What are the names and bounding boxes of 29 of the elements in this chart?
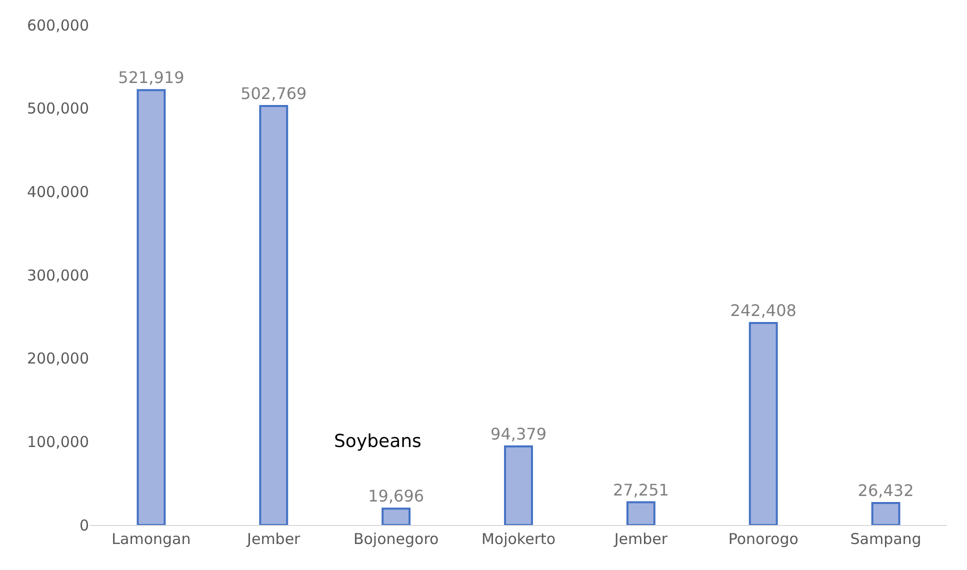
bar: [748, 322, 778, 525]
x-tick-label: Sampang: [850, 530, 922, 548]
y-tick-label: 300,000: [26, 266, 89, 284]
x-tick-label: Lamongan: [112, 530, 191, 548]
data-label: 521,919: [118, 68, 184, 88]
annotation: Soybeans: [334, 431, 422, 452]
y-tick-label: 500,000: [26, 100, 89, 118]
data-label: 502,769: [240, 84, 307, 104]
bar: [871, 502, 900, 525]
y-tick-label: 0: [79, 516, 89, 534]
y-tick-label: 100,000: [26, 432, 89, 451]
bar: [259, 105, 288, 525]
y-tick-label: 200,000: [26, 350, 89, 368]
bar: [136, 89, 166, 525]
bar: [626, 501, 656, 525]
y-tick-label: 600,000: [26, 16, 89, 34]
data-label: 242,408: [730, 300, 796, 320]
x-tick-label: Ponorogo: [728, 530, 798, 548]
bar: [382, 508, 411, 525]
x-tick-label: Jember: [613, 530, 668, 548]
x-tick-label: Mojokerto: [481, 530, 556, 548]
x-tick-label: Jember: [246, 530, 302, 548]
data-label: 27,251: [612, 480, 669, 500]
y-tick-label: 400,000: [26, 182, 89, 201]
data-label: 94,379: [490, 424, 546, 444]
x-tick-label: Bojonegoro: [353, 530, 439, 548]
bar: [504, 445, 533, 525]
data-label: 19,696: [368, 486, 424, 506]
data-label: 26,432: [858, 480, 914, 500]
